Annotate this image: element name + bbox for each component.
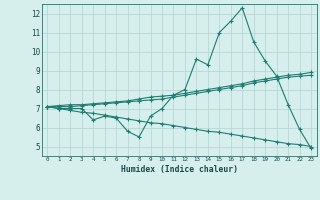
X-axis label: Humidex (Indice chaleur): Humidex (Indice chaleur) — [121, 165, 238, 174]
